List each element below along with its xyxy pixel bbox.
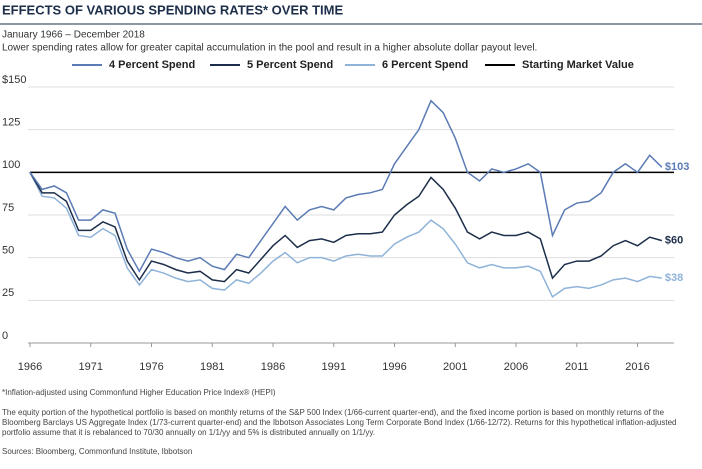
end-label: $103 xyxy=(665,161,689,173)
y-tick-label: 0 xyxy=(2,330,8,342)
x-tick-label: 1986 xyxy=(261,361,285,373)
y-tick-label: 75 xyxy=(2,202,14,214)
x-tick-label: 2001 xyxy=(443,361,467,373)
x-tick-label: 2016 xyxy=(625,361,649,373)
chart: EFFECTS OF VARIOUS SPENDING RATES* OVER … xyxy=(0,2,702,373)
footnote: *Inflation-adjusted using Commonfund Hig… xyxy=(2,388,276,397)
series-line xyxy=(29,171,662,299)
x-tick-label: 1971 xyxy=(79,361,103,373)
x-tick-label: 1981 xyxy=(200,361,224,373)
y-tick-label: 25 xyxy=(2,287,14,299)
legend-label: 6 Percent Spend xyxy=(382,59,468,71)
legend-label: 5 Percent Spend xyxy=(247,59,333,71)
y-tick-label: 100 xyxy=(2,159,20,171)
series-line xyxy=(29,171,663,283)
y-tick-label: 125 xyxy=(2,117,20,129)
y-tick-label: 50 xyxy=(2,245,14,257)
legend-label: Starting Market Value xyxy=(522,59,634,71)
footnote: The equity portion of the hypothetical p… xyxy=(2,408,677,437)
y-tick-label: $150 xyxy=(2,74,26,86)
x-tick-label: 1966 xyxy=(18,361,42,373)
legend-label: 4 Percent Spend xyxy=(109,59,195,71)
x-tick-label: 1996 xyxy=(382,361,406,373)
chart-title: EFFECTS OF VARIOUS SPENDING RATES* OVER … xyxy=(2,2,343,17)
x-tick-label: 1991 xyxy=(322,361,346,373)
end-label: $60 xyxy=(665,235,683,247)
footnote: Sources: Bloomberg, Commonfund Institute… xyxy=(2,447,193,456)
series-line xyxy=(29,99,663,273)
end-label: $38 xyxy=(665,272,683,284)
x-tick-label: 2006 xyxy=(504,361,528,373)
subtitle: January 1966 – December 2018 xyxy=(2,30,145,41)
x-tick-label: 1976 xyxy=(139,361,163,373)
x-tick-label: 2011 xyxy=(565,361,589,373)
description: Lower spending rates allow for greater c… xyxy=(2,43,537,54)
